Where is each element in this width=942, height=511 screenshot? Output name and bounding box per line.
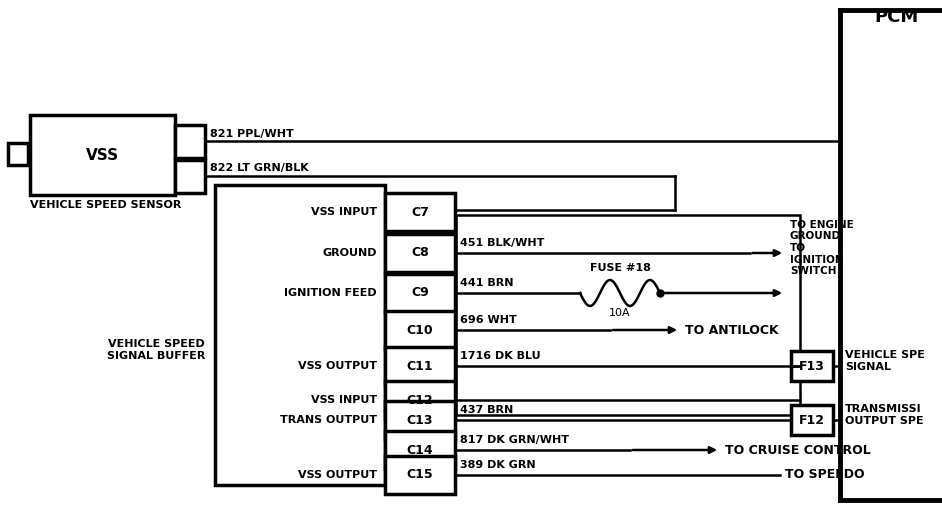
Text: C7: C7	[411, 205, 429, 219]
Bar	[385, 456, 455, 494]
Text: VSS OUTPUT: VSS OUTPUT	[298, 470, 377, 480]
Bar	[8, 143, 28, 165]
Text: C12: C12	[407, 393, 433, 406]
Text: F12: F12	[799, 413, 825, 427]
Bar	[456, 215, 800, 415]
Text: 10A: 10A	[609, 308, 631, 318]
Text: C13: C13	[407, 413, 433, 427]
Text: TO CRUISE CONTROL: TO CRUISE CONTROL	[725, 444, 870, 456]
Text: 696 WHT: 696 WHT	[460, 315, 517, 325]
Text: VEHICLE SPEED SENSOR: VEHICLE SPEED SENSOR	[30, 200, 182, 210]
Bar	[175, 160, 205, 193]
Text: C10: C10	[407, 323, 433, 337]
Text: PCM: PCM	[875, 8, 919, 26]
Bar	[215, 185, 385, 485]
Bar	[385, 431, 455, 469]
Bar	[791, 405, 833, 435]
Text: VSS INPUT: VSS INPUT	[311, 395, 377, 405]
Text: IGNITION FEED: IGNITION FEED	[284, 288, 377, 298]
Text: TO SPEEDO: TO SPEEDO	[785, 469, 865, 481]
Text: VEHICLE SPE
SIGNAL: VEHICLE SPE SIGNAL	[845, 350, 925, 372]
Text: 822 LT GRN/BLK: 822 LT GRN/BLK	[210, 164, 309, 174]
Text: VSS OUTPUT: VSS OUTPUT	[298, 361, 377, 371]
Text: F13: F13	[799, 360, 825, 373]
Bar	[385, 193, 455, 231]
Text: 441 BRN: 441 BRN	[460, 278, 513, 288]
Bar	[385, 234, 455, 272]
Text: TO ENGINE
GROUND
TO
IGNITION
SWITCH: TO ENGINE GROUND TO IGNITION SWITCH	[790, 220, 853, 276]
Text: 437 BRN: 437 BRN	[460, 405, 513, 415]
Text: 1716 DK BLU: 1716 DK BLU	[460, 351, 541, 361]
Text: FUSE #18: FUSE #18	[590, 263, 650, 273]
Bar	[385, 274, 455, 312]
Text: C9: C9	[411, 287, 429, 299]
Text: C8: C8	[411, 246, 429, 260]
Text: VSS: VSS	[86, 148, 119, 162]
Bar	[385, 381, 455, 419]
Bar	[385, 401, 455, 439]
Text: VSS INPUT: VSS INPUT	[311, 207, 377, 217]
Bar	[175, 125, 205, 158]
Text: 451 BLK/WHT: 451 BLK/WHT	[460, 238, 544, 248]
Text: VEHICLE SPEED
SIGNAL BUFFER: VEHICLE SPEED SIGNAL BUFFER	[106, 339, 205, 361]
Bar	[385, 347, 455, 385]
Bar	[791, 351, 833, 381]
Text: C14: C14	[407, 444, 433, 456]
Text: 817 DK GRN/WHT: 817 DK GRN/WHT	[460, 435, 569, 445]
Text: 821 PPL/WHT: 821 PPL/WHT	[210, 128, 294, 138]
Text: TRANSMISSI
OUTPUT SPE: TRANSMISSI OUTPUT SPE	[845, 404, 923, 426]
Text: TO ANTILOCK: TO ANTILOCK	[685, 323, 779, 337]
Text: TRANS OUTPUT: TRANS OUTPUT	[280, 415, 377, 425]
Bar	[30, 115, 175, 195]
Text: C11: C11	[407, 360, 433, 373]
Bar	[385, 311, 455, 349]
Text: GROUND: GROUND	[322, 248, 377, 258]
Text: C15: C15	[407, 469, 433, 481]
Text: 389 DK GRN: 389 DK GRN	[460, 460, 536, 470]
